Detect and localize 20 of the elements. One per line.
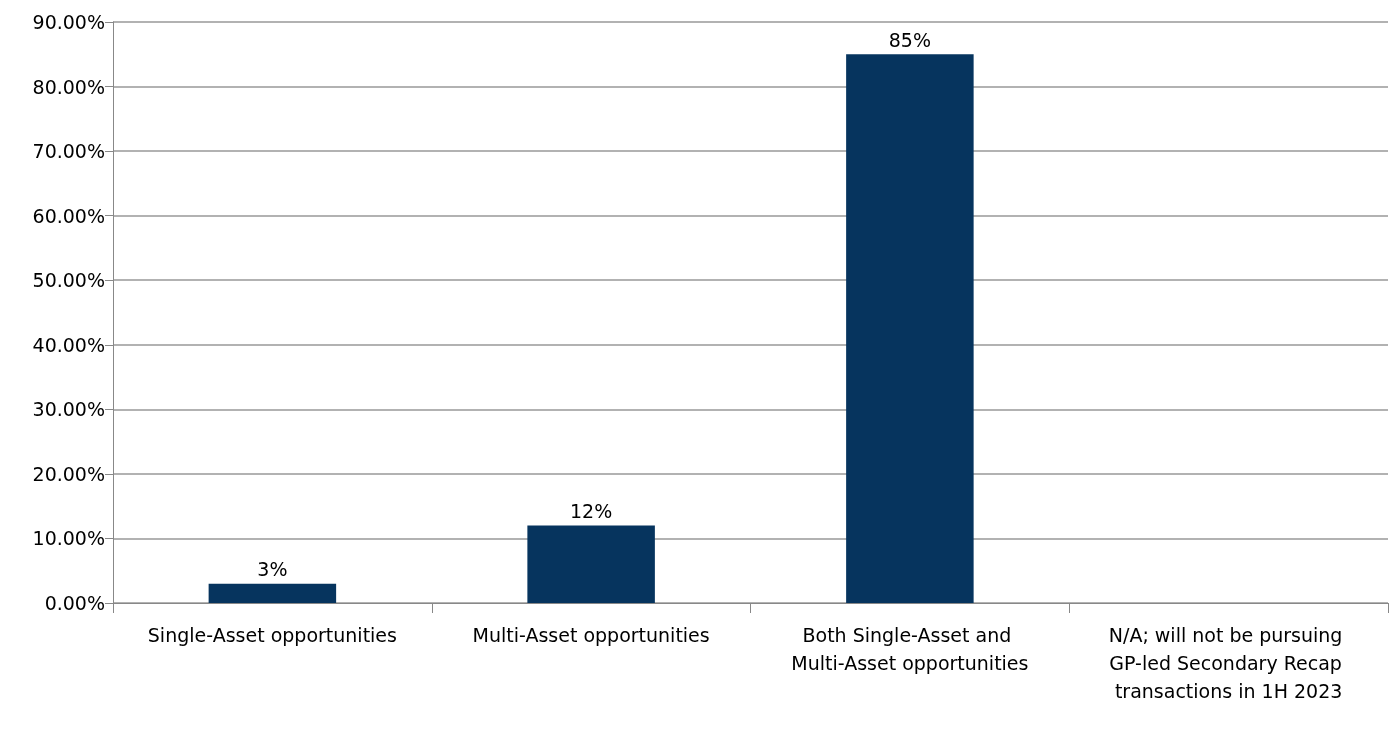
x-tick-label: Both Single-Asset and Multi-Asset opportunities bbox=[791, 624, 1029, 674]
y-tick-label: 90.00% bbox=[32, 11, 105, 33]
data-label: 3% bbox=[257, 558, 288, 581]
x-tick-label: Multi-Asset opportunities bbox=[472, 624, 710, 646]
y-tick-label: 30.00% bbox=[32, 398, 105, 421]
data-label: 85% bbox=[888, 28, 931, 51]
x-tick-label: Single-Asset opportunities bbox=[147, 624, 397, 646]
bar bbox=[527, 525, 655, 603]
y-tick-label: 10.00% bbox=[32, 527, 105, 550]
data-label: 12% bbox=[570, 500, 613, 523]
y-tick-label: 80.00% bbox=[32, 75, 105, 98]
bar bbox=[208, 583, 337, 603]
y-tick-label: 0.00% bbox=[44, 592, 105, 614]
y-tick-label: 40.00% bbox=[32, 333, 105, 356]
y-tick-label: 70.00% bbox=[32, 140, 105, 163]
x-tick-label: N/A; will not be pursuing GP-led Secondary Recap transactions in 1H 2023 bbox=[1108, 624, 1349, 702]
y-tick-label: 60.00% bbox=[32, 204, 105, 227]
y-tick-label: 20.00% bbox=[32, 462, 105, 485]
bar bbox=[846, 54, 974, 603]
y-tick-label: 50.00% bbox=[32, 269, 105, 292]
